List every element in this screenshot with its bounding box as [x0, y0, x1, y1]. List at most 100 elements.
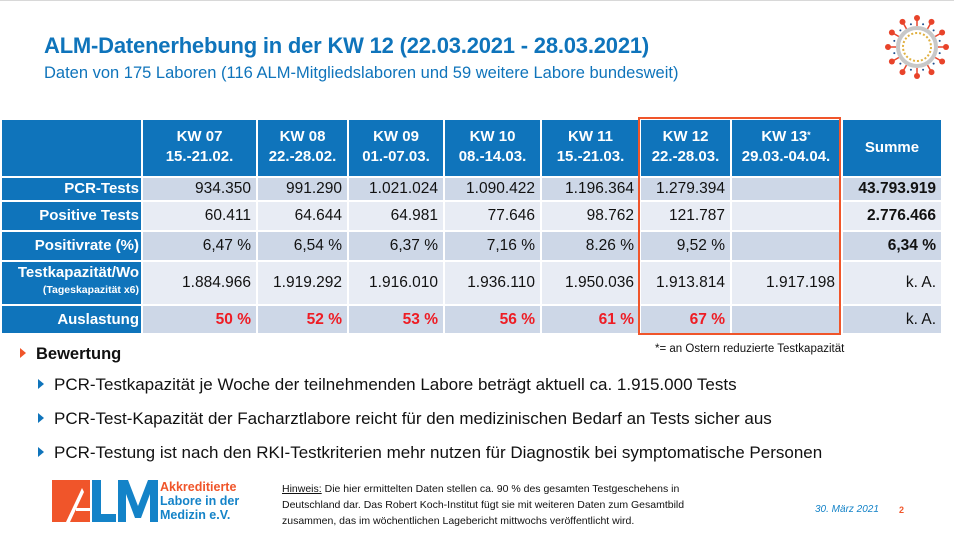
column-header-week-text: KW 13 — [761, 128, 808, 145]
column-header: KW 13* 29.03.-04.04. — [732, 120, 840, 176]
column-header-week-text: KW 10 — [469, 128, 516, 145]
column-header-week: KW 13* — [732, 127, 840, 147]
table-cell: 1.279.394 — [641, 178, 730, 200]
table-cell: 1.916.010 — [349, 262, 443, 304]
table-cell: 121.787 — [641, 202, 730, 230]
column-header-summe: Summe — [843, 120, 941, 176]
table-cell: 6,37 % — [349, 232, 443, 260]
virus-dot — [899, 29, 902, 32]
table-header-corner — [2, 120, 141, 176]
column-header: KW 11 15.-21.03. — [542, 120, 639, 176]
column-header-week-text: KW 07 — [176, 128, 223, 145]
table-cell: 1.196.364 — [542, 178, 639, 200]
column-header-week: KW 07 — [143, 127, 256, 147]
column-header-range: 22.-28.02. — [268, 148, 337, 165]
footnote-marker: * — [807, 130, 811, 140]
column-header-range: 29.03.-04.04. — [741, 148, 831, 165]
table-cell: 98.762 — [542, 202, 639, 230]
bewertung-item: PCR-Testung ist nach den RKI-Testkriteri… — [38, 443, 822, 463]
table-sum-cell: 43.793.919 — [843, 178, 941, 200]
column-header-range: 15.-21.02. — [165, 148, 234, 165]
virus-dot — [922, 68, 925, 71]
column-header-week-text: KW 08 — [279, 128, 326, 145]
table-cell: 1.021.024 — [349, 178, 443, 200]
row-label: PCR-Tests — [2, 178, 141, 200]
virus-dot — [899, 62, 902, 65]
page-subtitle: Daten von 175 Laboren (116 ALM-Mitglieds… — [44, 64, 679, 82]
virus-spike-tip — [888, 29, 895, 36]
table-cell — [732, 232, 840, 260]
table-cell: 77.646 — [445, 202, 540, 230]
virus-dot — [938, 52, 941, 55]
logo-line-3: Medizin e.V. — [160, 508, 231, 522]
table-cell — [732, 202, 840, 230]
hinweis-line: Deutschland dar. Das Robert Koch-Institu… — [282, 499, 685, 511]
virus-dot — [909, 68, 912, 71]
bewertung-item-text: PCR-Testung ist nach den RKI-Testkriteri… — [54, 443, 823, 462]
table-cell: 1.884.966 — [143, 262, 256, 304]
bullet-arrow-icon — [38, 378, 44, 389]
column-header-week: KW 12 — [641, 127, 730, 147]
table-sum-cell: 6,34 % — [843, 232, 941, 260]
row-sublabel-text: (Tageskapazität x6) — [42, 284, 139, 296]
column-header-range: 15.-21.03. — [556, 148, 625, 165]
virus-dot — [932, 62, 935, 65]
column-header-week: KW 11 — [542, 127, 639, 147]
table-cell: 991.290 — [258, 178, 347, 200]
table-sum-cell: k. A. — [843, 306, 941, 333]
virus-dot — [932, 29, 935, 32]
virus-spike-tip — [928, 69, 935, 76]
hinweis-line: zusammen, das im wöchentlichen Lageberic… — [282, 515, 635, 527]
table-cell: 1.917.198 — [732, 262, 840, 304]
virus-spike-tip — [914, 73, 920, 79]
page-number: 2 — [899, 505, 905, 515]
table-cell: 6,54 % — [258, 232, 347, 260]
column-header: KW 08 22.-28.02. — [258, 120, 347, 176]
bewertung-heading: Bewertung — [20, 345, 121, 364]
virus-spike-tip — [888, 58, 895, 65]
table-cell — [732, 178, 840, 200]
column-header-range: 22.-28.03. — [651, 148, 720, 165]
virus-spike-tip — [943, 44, 949, 50]
table-cell: 1.950.036 — [542, 262, 639, 304]
column-header: KW 07 15.-21.02. — [143, 120, 256, 176]
table-cell: 52 % — [258, 306, 347, 333]
alm-logo — [52, 480, 158, 522]
table-cell: 50 % — [143, 306, 256, 333]
table-cell: 60.411 — [143, 202, 256, 230]
virus-spike-tip — [939, 58, 946, 65]
column-header-week-text: KW 09 — [373, 128, 419, 145]
table-cell: 6,47 % — [143, 232, 256, 260]
table-sum-cell: 2.776.466 — [843, 202, 941, 230]
hinweis-note: Hinweis: Die hier ermittelten Daten stel… — [282, 481, 772, 529]
table-cell: 61 % — [542, 306, 639, 333]
row-label: Positive Tests — [2, 202, 141, 230]
virus-dot — [922, 23, 925, 26]
table-cell — [732, 306, 840, 333]
virus-dot — [938, 39, 941, 42]
table-cell: 1.919.292 — [258, 262, 347, 304]
column-header-week: KW 09 — [349, 127, 443, 147]
column-header: KW 12 22.-28.03. — [641, 120, 730, 176]
table-cell: 1.913.814 — [641, 262, 730, 304]
bewertung-item-text: PCR-Test-Kapazität der Facharztlabore re… — [54, 409, 772, 428]
row-label: Testkapazität/Wo (Tageskapazität x6) — [2, 262, 141, 304]
table-cell: 8.26 % — [542, 232, 639, 260]
column-header-week-text: KW 12 — [662, 128, 709, 145]
column-header: KW 10 08.-14.03. — [445, 120, 540, 176]
table-cell: 934.350 — [143, 178, 256, 200]
table-cell: 53 % — [349, 306, 443, 333]
logo-text: Akkreditierte Labore in der Medizin e.V. — [160, 480, 239, 522]
virus-dot — [893, 52, 896, 55]
table-cell: 7,16 % — [445, 232, 540, 260]
virus-dot — [909, 23, 912, 26]
column-header-range: 01.-07.03. — [362, 148, 430, 165]
virus-spike-tip — [885, 44, 891, 50]
hinweis-line: Die hier ermittelten Daten stellen ca. 9… — [321, 483, 680, 495]
bullet-arrow-icon — [38, 446, 44, 457]
logo-line-1: Akkreditierte — [160, 480, 237, 494]
virus-icon — [885, 15, 949, 79]
page-title: ALM-Datenerhebung in der KW 12 (22.03.20… — [44, 33, 650, 58]
virus-spike-tip — [939, 29, 946, 36]
column-header-range: 08.-14.03. — [458, 148, 527, 165]
